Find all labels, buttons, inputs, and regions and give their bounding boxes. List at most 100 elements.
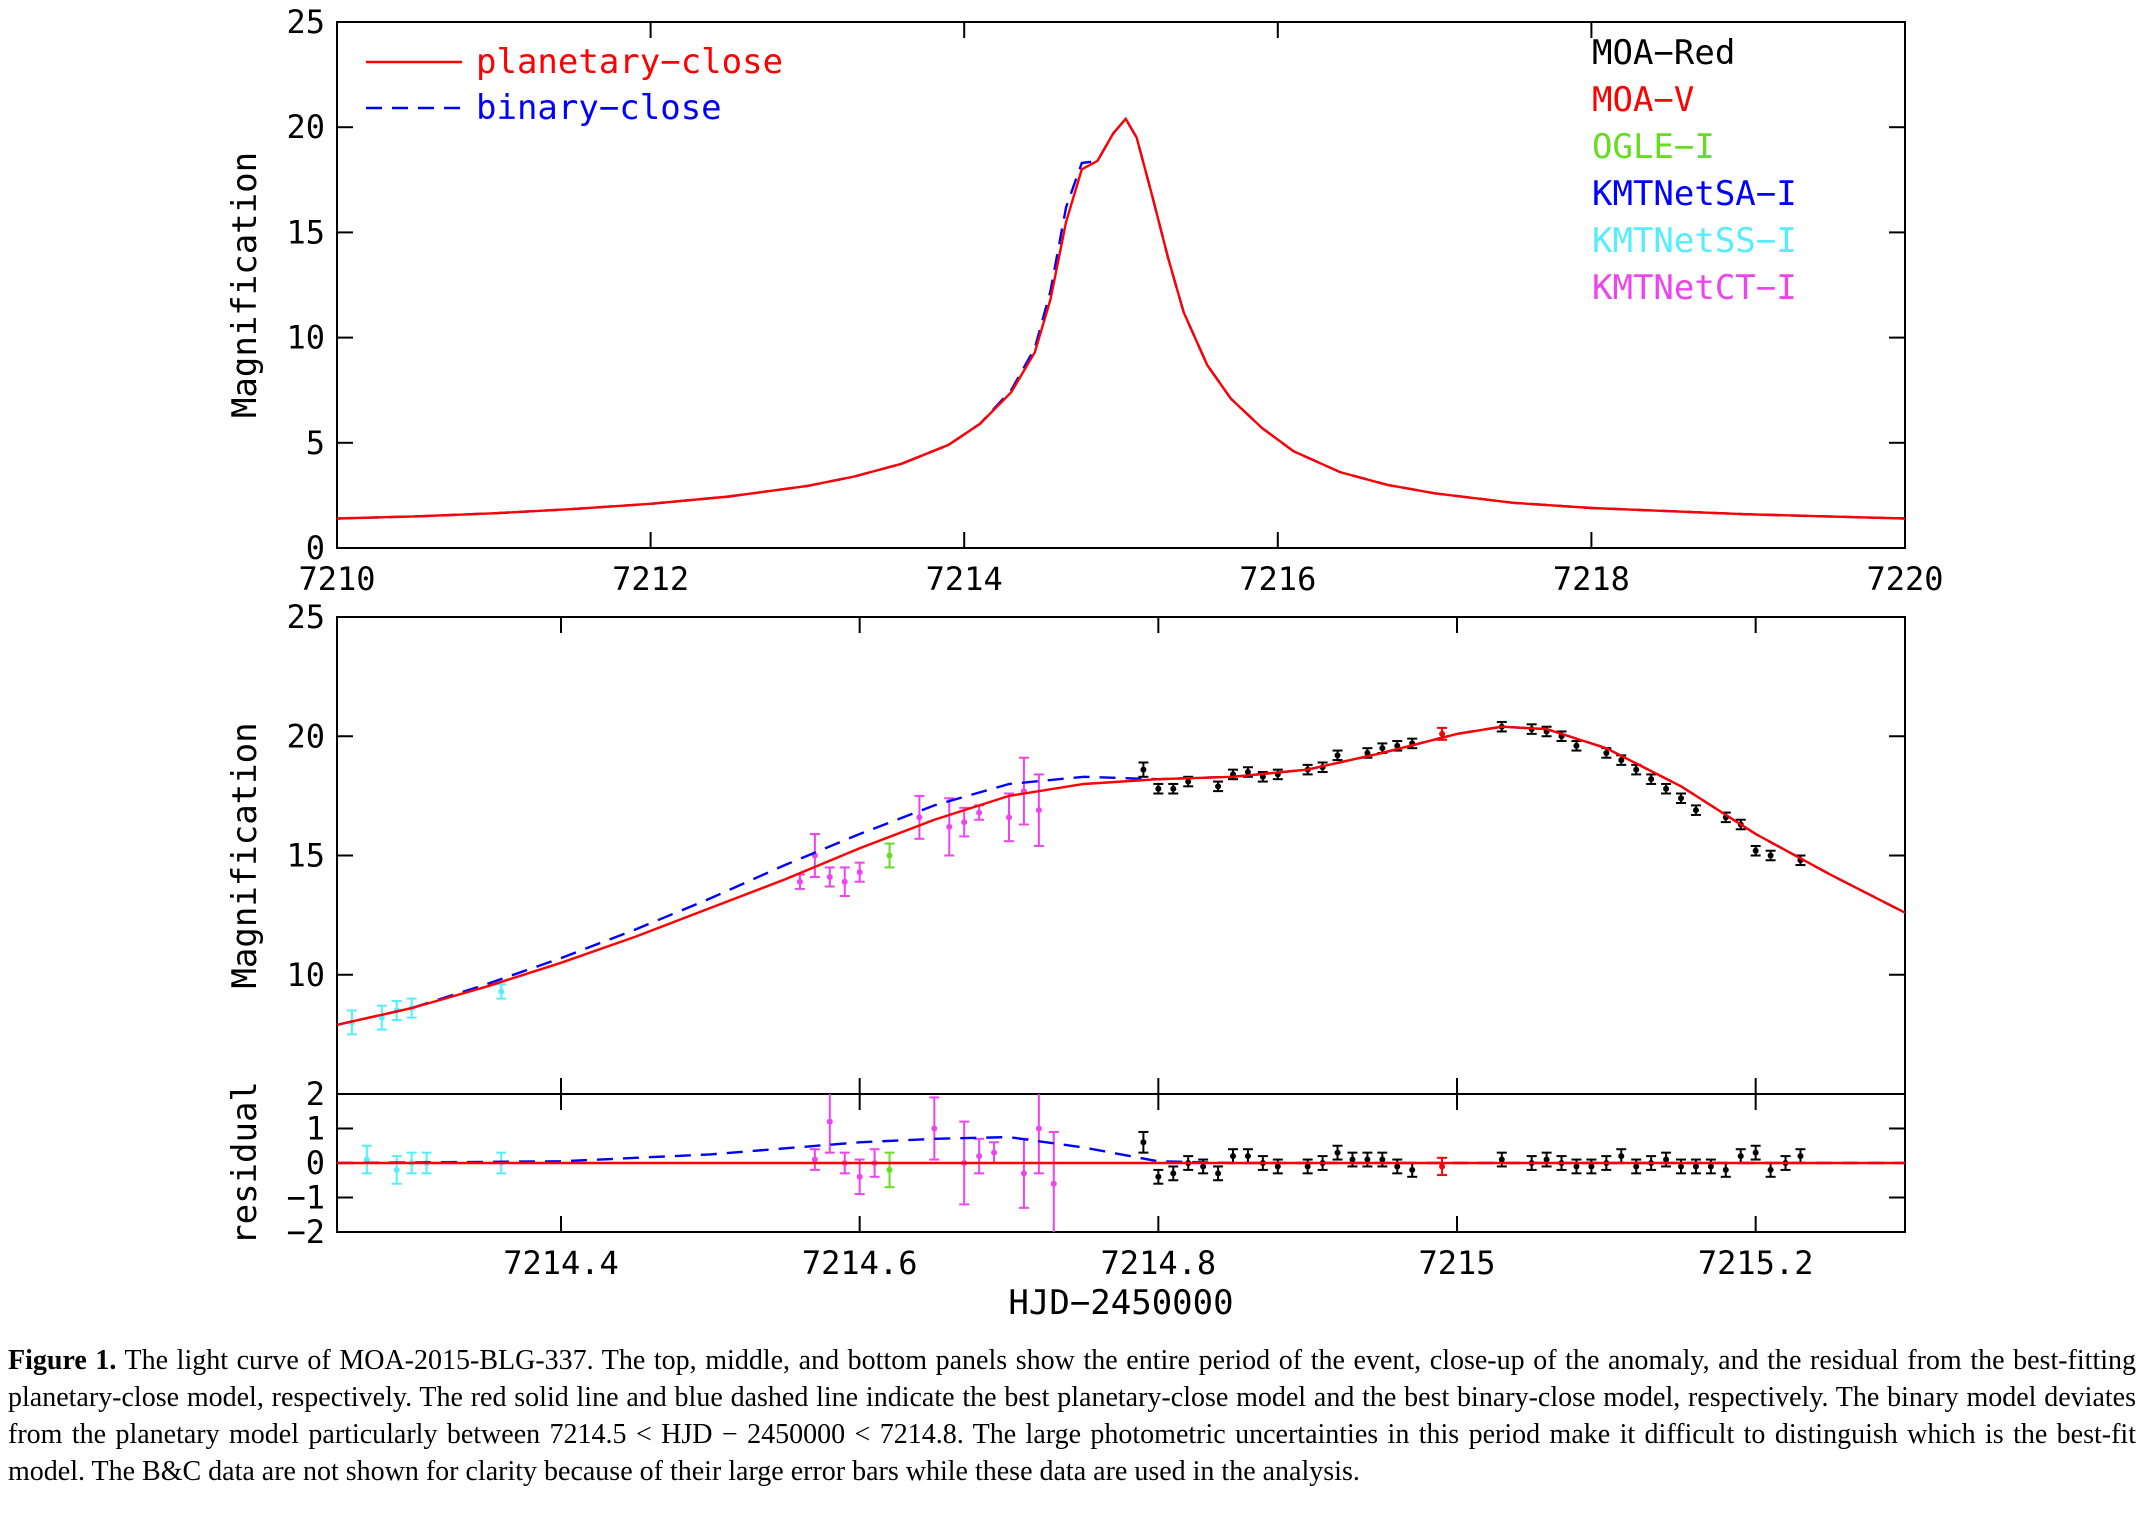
x-tick-label: 7214.6 xyxy=(802,1244,918,1282)
data-point xyxy=(1302,1158,1313,1175)
data-point xyxy=(361,1144,372,1175)
data-point xyxy=(1437,1156,1448,1177)
y-tick-label: 25 xyxy=(286,3,325,41)
data-marker xyxy=(1603,749,1610,756)
data-marker xyxy=(1244,1153,1251,1160)
data-marker xyxy=(1678,1163,1684,1170)
y-tick-label: 2 xyxy=(306,1075,325,1113)
data-point xyxy=(794,873,805,890)
light-curve-figure: 7210 7212 7214 7216 7218 72200510152025Magnif… xyxy=(225,3,1944,1323)
data-marker xyxy=(1394,1163,1401,1170)
data-marker xyxy=(1215,1170,1222,1177)
data-marker xyxy=(1304,1163,1311,1170)
data-marker xyxy=(1678,795,1684,802)
y-tick-label: −1 xyxy=(286,1179,325,1217)
data-point xyxy=(914,794,925,840)
data-point xyxy=(1676,1158,1686,1175)
data-marker xyxy=(363,1156,370,1163)
data-marker xyxy=(1633,766,1640,773)
x-tick-label: 7215 xyxy=(1418,1244,1495,1282)
data-point xyxy=(809,1148,820,1171)
data-marker xyxy=(1573,1163,1580,1170)
data-point xyxy=(1332,1144,1343,1161)
data-marker xyxy=(991,1149,998,1156)
legend-label-dataset: KMTNetCT−I xyxy=(1592,268,1797,308)
top-panel: 7210 7212 7214 7216 7218 7220 0 5 10 15 20 25 Magnif… xyxy=(225,3,1944,598)
y-tick-label: 20 xyxy=(286,108,325,146)
data-marker xyxy=(1663,785,1670,792)
data-marker xyxy=(1648,776,1655,783)
data-marker xyxy=(1588,1163,1595,1170)
data-point xyxy=(1183,775,1194,788)
data-marker xyxy=(1543,1156,1550,1163)
data-marker xyxy=(1618,757,1625,764)
binary-close-model-line xyxy=(337,1135,1905,1165)
bottom-plot-area xyxy=(337,1094,1905,1232)
legend-label-dataset: MOA−Red xyxy=(1592,33,1735,73)
y-tick-label: 10 xyxy=(286,956,325,994)
data-marker xyxy=(1274,1163,1281,1170)
data-point xyxy=(1272,1158,1283,1175)
data-point xyxy=(1153,782,1164,795)
data-point xyxy=(1392,1158,1403,1175)
data-point xyxy=(1586,1158,1597,1175)
data-marker xyxy=(961,819,968,826)
binary-close-model-line xyxy=(337,725,1905,1026)
data-point xyxy=(1571,1158,1582,1175)
data-point xyxy=(1646,773,1657,785)
data-point xyxy=(1690,1158,1701,1175)
data-marker xyxy=(1215,783,1222,790)
legend-label-model: planetary−close xyxy=(476,42,783,82)
data-marker xyxy=(498,988,505,995)
x-tick-label: 7212 xyxy=(612,560,689,598)
y-tick-label: 0 xyxy=(306,529,325,567)
data-marker xyxy=(1752,847,1759,854)
data-point xyxy=(1765,1162,1776,1178)
data-marker xyxy=(1707,1163,1714,1170)
middle-plot-frame xyxy=(336,616,1906,1095)
data-point xyxy=(1018,756,1029,826)
x-tick-label: 7215.2 xyxy=(1698,1244,1814,1282)
middle-panel: 10 15 20 25 Magnification xyxy=(225,598,1906,1095)
data-point xyxy=(1228,1148,1238,1164)
data-point xyxy=(974,1137,985,1175)
data-point xyxy=(1541,1151,1552,1168)
data-point xyxy=(809,833,820,878)
legend-label-model: binary−close xyxy=(476,88,722,128)
data-marker xyxy=(1633,1163,1640,1170)
data-marker xyxy=(826,1118,833,1125)
data-marker xyxy=(1364,1156,1371,1163)
data-marker xyxy=(1006,814,1012,821)
data-marker xyxy=(1439,730,1446,737)
data-point xyxy=(1750,1144,1761,1161)
data-marker xyxy=(916,814,923,821)
data-point xyxy=(1705,1158,1716,1175)
data-marker xyxy=(1722,1166,1729,1173)
top-plot-area xyxy=(337,116,1905,520)
data-marker xyxy=(1663,1156,1670,1163)
data-marker xyxy=(1170,1170,1177,1177)
data-marker xyxy=(1752,1149,1759,1156)
y-tick-label: 10 xyxy=(286,319,325,357)
data-point xyxy=(1048,1130,1059,1232)
y-tick-label: 15 xyxy=(286,213,325,251)
data-marker xyxy=(1170,785,1177,792)
x-tick-label: 7216 xyxy=(1239,560,1316,598)
data-marker xyxy=(1020,1170,1027,1177)
data-marker xyxy=(1349,1156,1356,1163)
data-marker xyxy=(1140,766,1147,773)
y-tick-label: 5 xyxy=(306,424,325,462)
data-marker xyxy=(946,823,953,830)
bottom-y-axis-title: residual xyxy=(225,1081,265,1245)
y-tick-label: −2 xyxy=(286,1213,325,1251)
planetary-close-model-line xyxy=(337,725,1905,1026)
data-point xyxy=(1153,1168,1164,1185)
data-point xyxy=(1407,1162,1418,1178)
data-point xyxy=(1571,740,1582,752)
data-point xyxy=(944,797,955,857)
data-point xyxy=(496,983,507,1000)
data-marker xyxy=(976,809,983,816)
data-marker xyxy=(856,1173,863,1180)
data-marker xyxy=(1334,1149,1341,1156)
data-point xyxy=(1168,782,1179,795)
